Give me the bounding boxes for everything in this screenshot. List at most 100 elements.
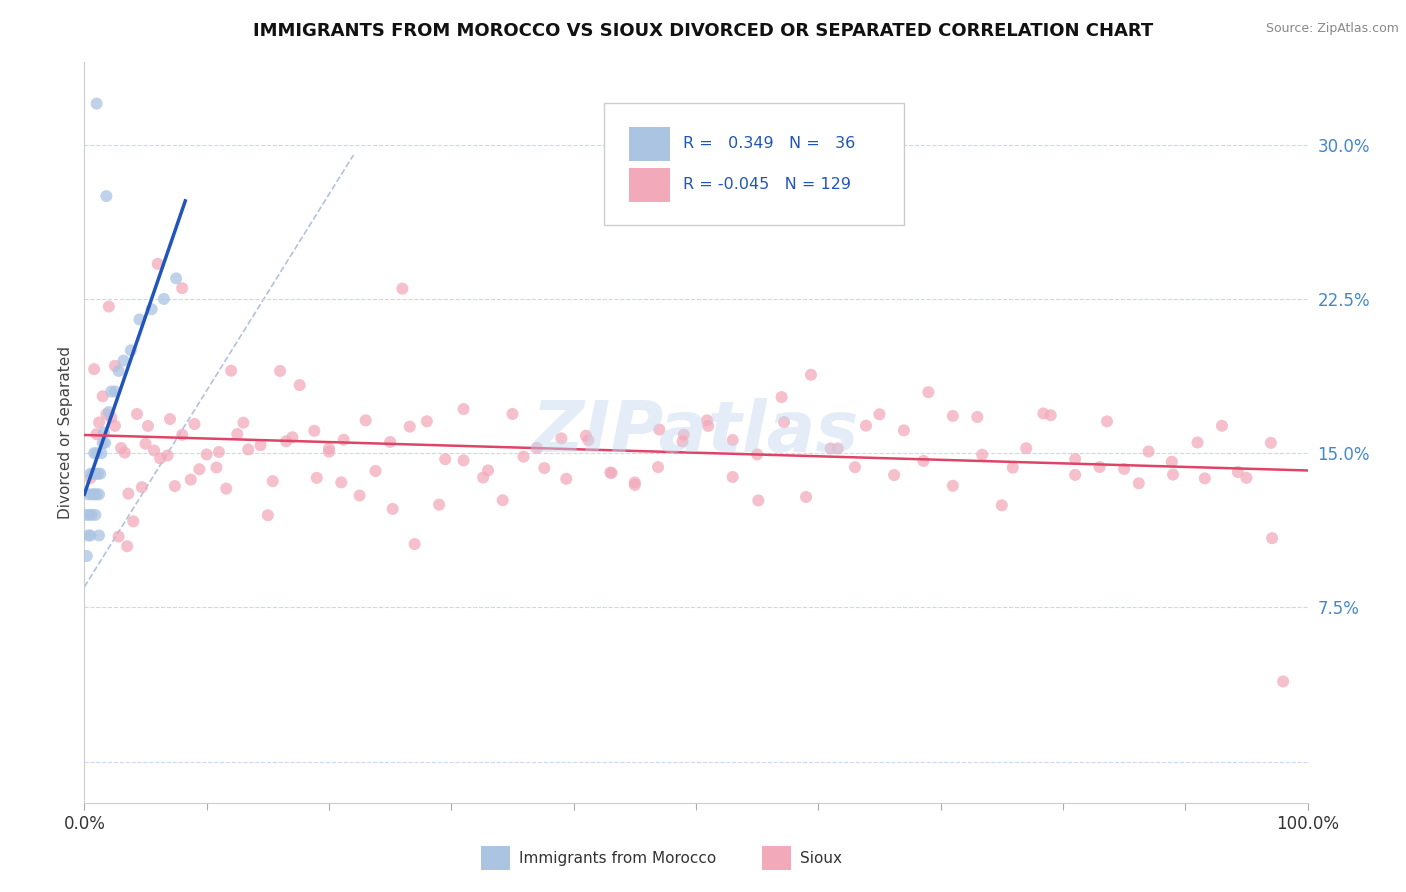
Point (1064, 467, 1087, 482)
Point (79, 467, 101, 481)
Point (87, 416, 110, 430)
Point (219, 364, 242, 378)
Point (794, 490, 817, 504)
Point (318, 442, 340, 456)
Point (208, 445, 231, 459)
Point (624, 478, 647, 492)
Point (249, 438, 271, 452)
Point (624, 475, 647, 490)
Point (1272, 674, 1295, 689)
Point (83, 446, 105, 460)
Point (135, 436, 157, 450)
Point (672, 427, 695, 442)
Text: Source: ZipAtlas.com: Source: ZipAtlas.com (1265, 22, 1399, 36)
Point (512, 450, 534, 464)
Point (1160, 455, 1182, 469)
Point (647, 460, 669, 475)
Point (492, 493, 515, 508)
Point (146, 257, 169, 271)
Point (1137, 444, 1160, 458)
Point (1095, 414, 1118, 428)
Point (800, 368, 823, 382)
Point (180, 473, 202, 487)
Point (79, 528, 101, 542)
Point (96, 407, 118, 421)
FancyBboxPatch shape (628, 168, 671, 202)
Point (94, 436, 117, 450)
Point (172, 427, 194, 442)
Point (696, 413, 718, 427)
Point (855, 418, 877, 433)
Text: IMMIGRANTS FROM MOROCCO VS SIOUX DIVORCED OR SEPARATED CORRELATION CHART: IMMIGRANTS FROM MOROCCO VS SIOUX DIVORCE… (253, 22, 1153, 40)
Point (600, 466, 623, 480)
Point (143, 443, 166, 458)
Point (89, 467, 111, 481)
Point (136, 419, 159, 434)
Point (972, 448, 994, 462)
Point (330, 475, 353, 490)
Point (159, 412, 181, 426)
Point (269, 364, 291, 378)
Point (122, 515, 145, 529)
Point (107, 529, 129, 543)
Point (86, 96, 108, 111)
Point (87, 528, 110, 542)
Point (576, 434, 599, 448)
Point (226, 427, 249, 442)
Point (883, 468, 905, 483)
Point (156, 449, 179, 463)
Point (380, 434, 402, 449)
Point (83, 362, 105, 376)
Point (1088, 460, 1111, 475)
Point (404, 537, 426, 551)
Point (76, 549, 98, 563)
Point (195, 447, 218, 461)
Point (398, 419, 420, 434)
Point (84, 508, 107, 522)
Point (97, 300, 120, 314)
Point (893, 423, 915, 437)
Point (991, 498, 1014, 512)
Point (1194, 471, 1216, 485)
Text: R = -0.045   N = 129: R = -0.045 N = 129 (682, 178, 851, 192)
Point (96, 189, 118, 203)
Point (820, 442, 842, 456)
Point (86, 487, 108, 501)
Point (215, 482, 238, 496)
Point (93, 425, 115, 440)
Point (104, 359, 127, 373)
Point (391, 282, 413, 296)
Point (773, 415, 796, 429)
Point (288, 378, 311, 392)
Point (381, 502, 404, 516)
Point (697, 418, 720, 433)
Point (1039, 409, 1062, 423)
Point (232, 416, 254, 430)
Point (91, 389, 114, 403)
Point (942, 479, 965, 493)
Point (80, 487, 103, 501)
Point (453, 402, 475, 417)
Point (1211, 418, 1233, 433)
Point (141, 302, 163, 317)
Point (281, 430, 304, 444)
Point (364, 464, 387, 478)
Point (304, 424, 326, 438)
Point (125, 407, 148, 421)
Point (472, 470, 495, 484)
Y-axis label: Divorced or Separated: Divorced or Separated (58, 346, 73, 519)
Point (104, 384, 127, 399)
FancyBboxPatch shape (481, 847, 510, 871)
Point (1161, 467, 1184, 482)
FancyBboxPatch shape (762, 847, 792, 871)
Point (79, 471, 101, 485)
Point (276, 434, 298, 449)
FancyBboxPatch shape (628, 127, 671, 161)
Point (721, 433, 744, 447)
Point (575, 428, 598, 442)
Point (77, 528, 100, 542)
Point (332, 433, 354, 447)
Point (555, 472, 578, 486)
Point (966, 409, 988, 424)
Point (117, 486, 139, 500)
